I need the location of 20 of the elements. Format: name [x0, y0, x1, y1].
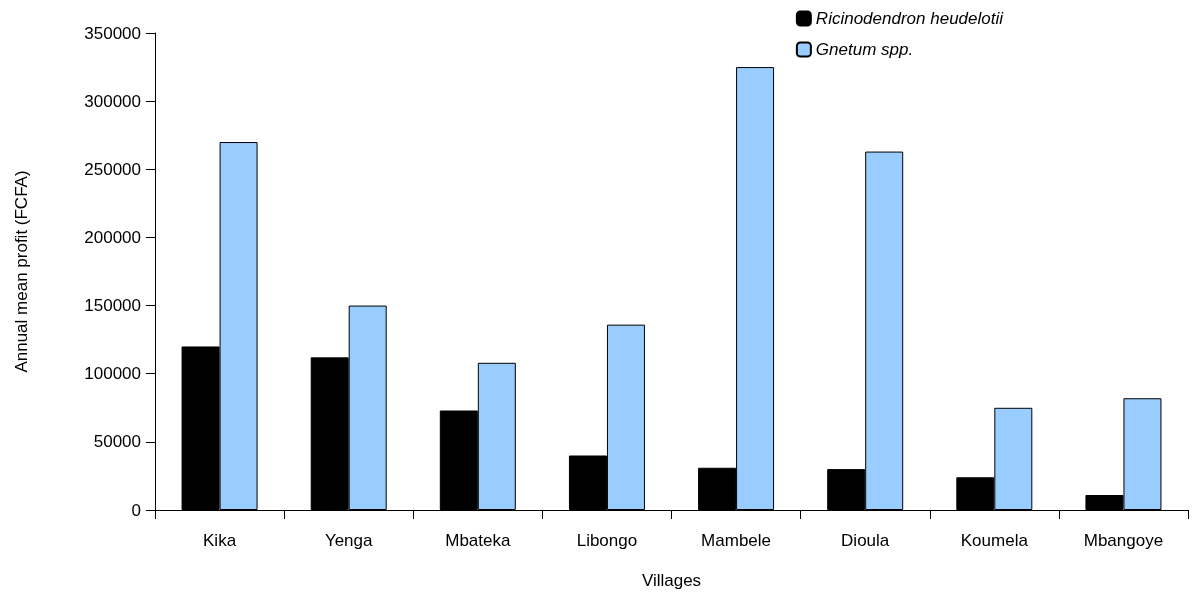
y-tick-label: 100000	[84, 364, 141, 384]
x-axis-title: Villages	[641, 571, 702, 590]
x-tick-label: Dioula	[841, 531, 890, 550]
x-tick-label: Koumela	[960, 531, 1029, 550]
x-tick-label: Mambele	[701, 531, 772, 550]
y-tick-label: 150000	[84, 296, 141, 316]
y-tick-label: 50000	[93, 432, 141, 452]
legend-label: Gnetum spp.	[815, 40, 914, 59]
y-axis-title: Annual mean profit (FCFA)	[12, 170, 31, 373]
y-tick-label: 250000	[84, 159, 141, 179]
legend-label: Ricinodendron heudelotii	[815, 9, 1005, 28]
y-tick-label: 350000	[84, 23, 141, 43]
x-tick-label: Mbateka	[445, 531, 511, 550]
x-tick-label: Yenga	[324, 531, 374, 550]
y-tick-label: 300000	[84, 91, 141, 111]
x-tick-label: Kika	[203, 531, 237, 550]
y-tick-label: 0	[131, 500, 141, 520]
x-tick-label: Libongo	[576, 531, 638, 550]
x-tick-label: Mbangoye	[1083, 531, 1164, 550]
y-tick-label: 200000	[84, 227, 141, 247]
